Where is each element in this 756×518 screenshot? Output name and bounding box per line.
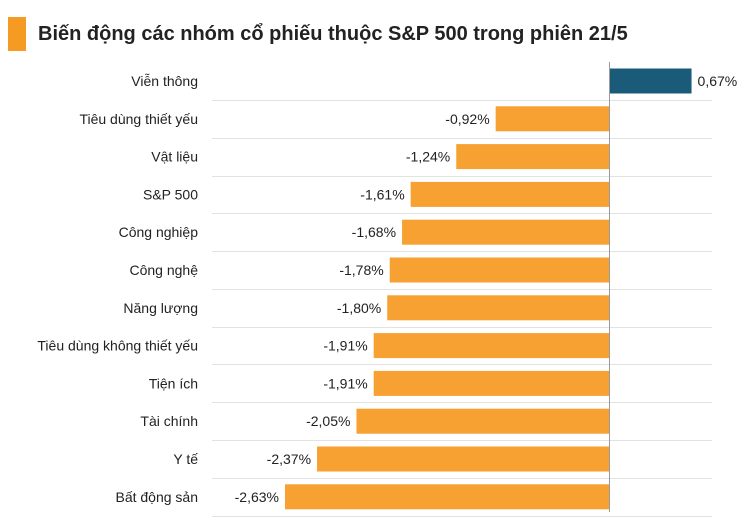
data-label: -1,61% bbox=[360, 186, 404, 202]
chart-title-bar: Biến động các nhóm cổ phiếu thuộc S&P 50… bbox=[8, 14, 628, 54]
bar bbox=[389, 257, 609, 283]
bar bbox=[387, 295, 609, 321]
category-label: Công nghệ bbox=[129, 262, 198, 278]
category-label: Bất động sản bbox=[115, 489, 198, 505]
bar bbox=[285, 484, 609, 510]
data-label: -0,92% bbox=[445, 111, 489, 127]
category-label: Tiêu dùng không thiết yếu bbox=[37, 338, 198, 354]
chart-title: Biến động các nhóm cổ phiếu thuộc S&P 50… bbox=[38, 22, 628, 45]
data-label: -1,24% bbox=[406, 149, 450, 165]
category-label: S&P 500 bbox=[143, 186, 198, 202]
bar bbox=[410, 181, 609, 207]
bar bbox=[356, 408, 609, 434]
data-label: -2,37% bbox=[267, 451, 311, 467]
bar bbox=[373, 370, 609, 396]
category-label: Y tế bbox=[173, 451, 198, 467]
title-accent-bar bbox=[8, 17, 26, 51]
category-label: Vật liệu bbox=[151, 149, 198, 165]
bar bbox=[317, 446, 609, 472]
data-label: -1,68% bbox=[352, 224, 396, 240]
bar bbox=[373, 333, 609, 359]
data-label: -2,05% bbox=[306, 413, 350, 429]
data-label: -2,63% bbox=[235, 489, 279, 505]
bar bbox=[495, 106, 609, 132]
category-label: Tài chính bbox=[140, 413, 198, 429]
bar bbox=[609, 68, 692, 94]
bar bbox=[402, 219, 609, 245]
data-label: -1,91% bbox=[323, 338, 367, 354]
bar bbox=[456, 144, 609, 170]
data-label: -1,78% bbox=[339, 262, 383, 278]
category-label: Tiêu dùng thiết yếu bbox=[79, 111, 198, 127]
category-label: Viễn thông bbox=[131, 73, 198, 89]
category-label: Tiện ích bbox=[149, 375, 198, 391]
data-label: -1,80% bbox=[337, 300, 381, 316]
data-label: 0,67% bbox=[698, 73, 738, 89]
data-label: -1,91% bbox=[323, 375, 367, 391]
category-label: Năng lượng bbox=[123, 300, 198, 316]
category-label: Công nghiệp bbox=[119, 224, 199, 240]
